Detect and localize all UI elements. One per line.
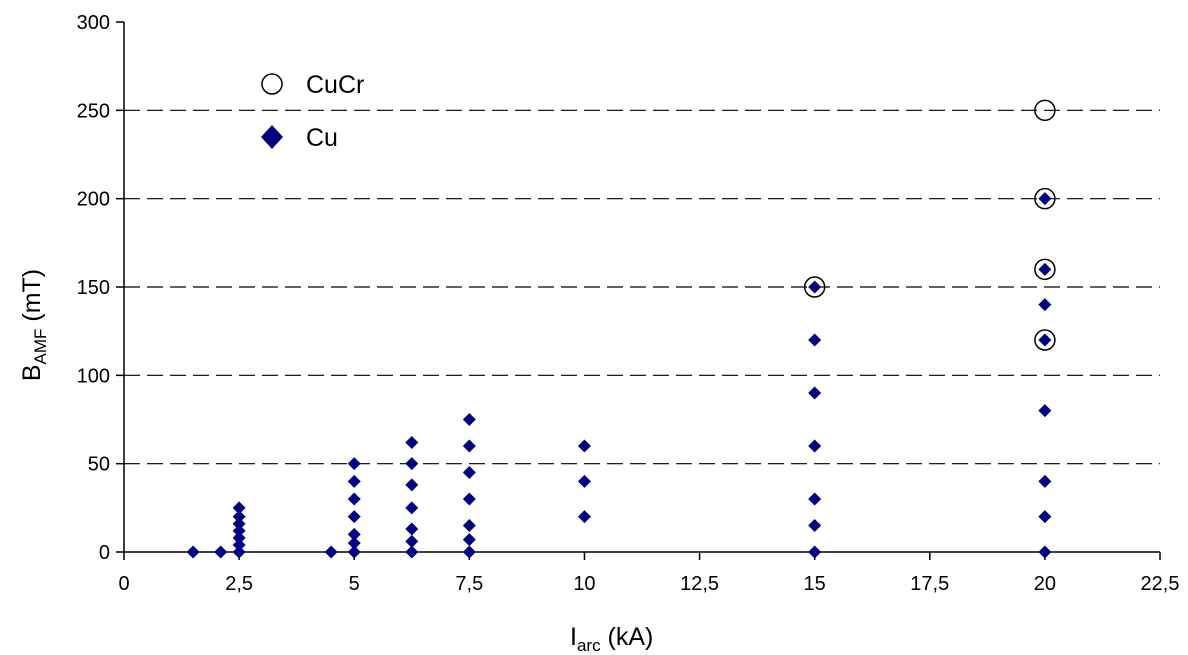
data-point-cu <box>808 492 822 506</box>
x-tick-label: 7,5 <box>455 573 483 595</box>
data-point-cu <box>405 534 419 548</box>
x-tick-label: 12,5 <box>680 573 719 595</box>
data-point-cu <box>347 474 361 488</box>
y-tick-label: 150 <box>77 277 110 299</box>
data-point-cucr <box>1034 187 1056 210</box>
data-point-cu <box>808 439 822 453</box>
y-tick-label: 200 <box>77 189 110 211</box>
data-point-cu <box>1038 510 1052 524</box>
legend-marker-cu <box>261 125 283 149</box>
data-point-cu <box>1038 404 1052 418</box>
data-point-cu <box>577 474 591 488</box>
data-point-cucr <box>1034 329 1056 351</box>
data-point-cu <box>405 522 419 536</box>
data-point-cu <box>577 439 591 453</box>
data-point-cu <box>405 478 419 492</box>
data-point-cu <box>405 457 419 471</box>
data-point-cu <box>1038 333 1052 347</box>
x-tick-label: 5 <box>349 573 360 595</box>
y-tick-label: 250 <box>77 100 110 122</box>
data-point-cu <box>232 538 246 552</box>
x-axis-label: Iarc (kA) <box>570 623 653 655</box>
data-point-cu <box>232 524 246 538</box>
data-point-cu <box>462 533 476 547</box>
data-point-cucr <box>1034 258 1056 281</box>
series-cucr-points <box>803 99 1056 351</box>
data-point-cu <box>232 517 246 531</box>
data-point-cu <box>214 545 228 559</box>
x-tick-label: 20 <box>1034 573 1056 595</box>
grid-lines <box>124 109 1160 465</box>
data-point-cucr <box>803 276 826 298</box>
data-point-cucr <box>1034 99 1056 122</box>
y-axis-label: BAMF (mT) <box>18 269 50 381</box>
data-point-cu <box>232 545 246 559</box>
y-tick-label: 300 <box>77 12 110 34</box>
data-point-cu <box>405 545 419 559</box>
data-point-cu <box>405 435 419 449</box>
data-point-cu <box>232 501 246 515</box>
y-tick-label: 100 <box>77 365 110 387</box>
data-point-cu <box>347 510 361 524</box>
data-point-cu <box>462 439 476 453</box>
x-tick-label: 10 <box>573 573 595 595</box>
series-cu-points <box>186 192 1052 559</box>
y-tick-label: 0 <box>99 542 110 564</box>
x-tick-label: 15 <box>804 573 826 595</box>
x-axis-ticks: 0 2,5 5 7,5 10 12,5 15 17,5 20 22,5 <box>118 552 1179 595</box>
data-point-cu <box>808 333 822 347</box>
data-point-cu <box>324 545 338 559</box>
legend-label-cu: Cu <box>306 124 338 152</box>
x-tick-label: 22,5 <box>1141 573 1180 595</box>
data-point-cu <box>462 492 476 506</box>
data-point-cu <box>577 510 591 524</box>
data-point-cu <box>808 280 822 294</box>
data-point-cu <box>1038 298 1052 312</box>
legend-label-cucr: CuCr <box>306 71 364 99</box>
data-point-cu <box>462 413 476 426</box>
y-tick-label: 50 <box>88 454 110 476</box>
data-point-cu <box>347 536 361 550</box>
legend-marker-cucr <box>261 73 283 95</box>
data-point-cu <box>1038 474 1052 488</box>
data-point-cu <box>808 519 822 532</box>
data-point-cu <box>186 545 200 559</box>
data-point-cu <box>808 386 822 400</box>
data-point-cu <box>1038 192 1052 206</box>
x-tick-label: 2,5 <box>225 573 253 595</box>
data-point-cu <box>1038 545 1052 559</box>
data-point-cu <box>462 519 476 532</box>
data-point-cu <box>1038 262 1052 276</box>
data-point-cu <box>347 492 361 506</box>
legend-entry-cu: Cu <box>261 124 338 152</box>
data-point-cu <box>462 545 476 559</box>
legend: CuCr Cu <box>261 71 364 152</box>
legend-entry-cucr: CuCr <box>261 71 364 99</box>
data-point-cu <box>232 531 246 545</box>
data-point-cu <box>347 527 361 541</box>
y-axis-ticks: 0 50 100 150 200 250 300 <box>77 12 124 564</box>
data-point-cu <box>347 457 361 471</box>
x-tick-label: 0 <box>118 573 129 595</box>
data-point-cu <box>347 545 361 559</box>
data-point-cu <box>808 545 822 559</box>
data-point-cu <box>232 510 246 524</box>
data-point-cu <box>462 466 476 479</box>
x-tick-label: 17,5 <box>910 573 949 595</box>
data-point-cu <box>405 501 419 515</box>
